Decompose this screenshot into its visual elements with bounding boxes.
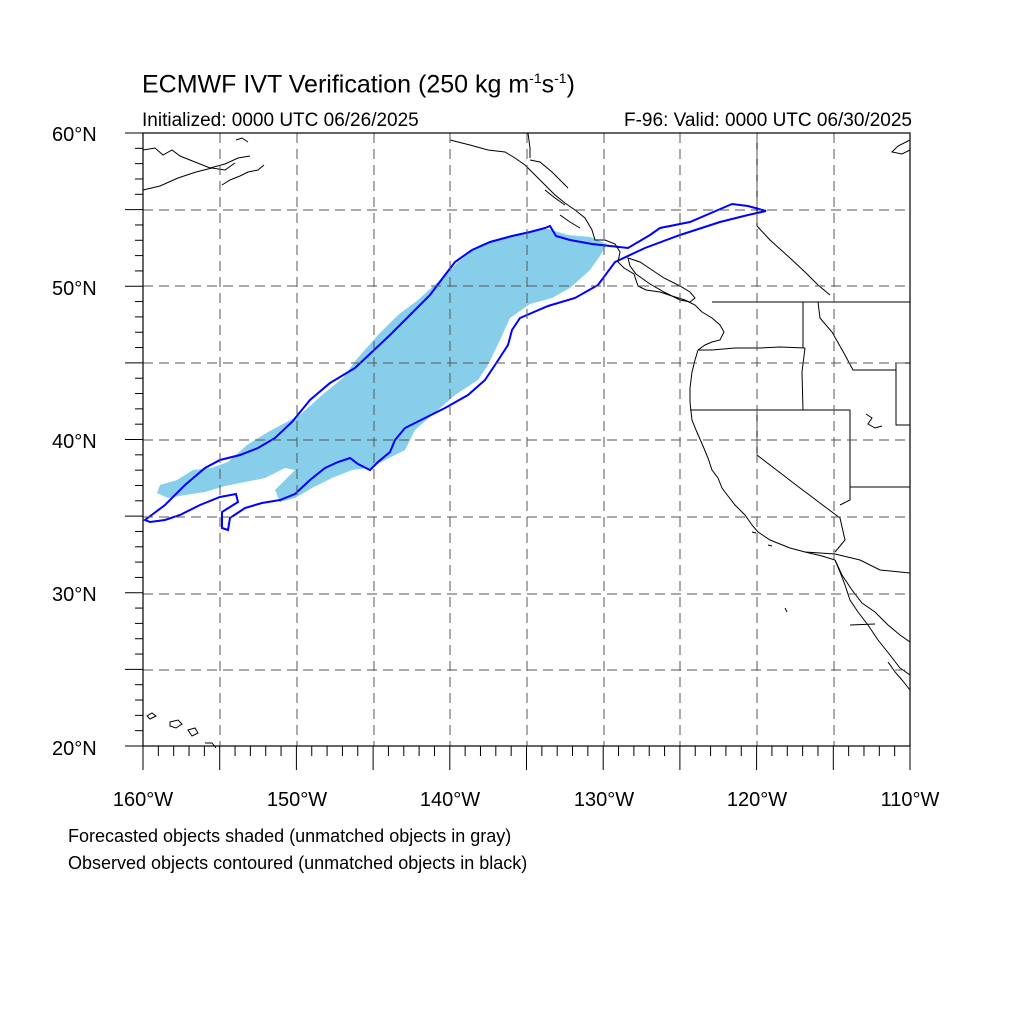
lon-label-160w: 160°W [113,789,173,811]
lat-label-60: 60°N [52,124,97,146]
lat-label-30: 30°N [52,584,97,606]
lon-labels: 160°W 150°W 140°W 130°W 120°W 110°W [113,789,940,811]
observed-note: Observed objects contoured (unmatched ob… [68,853,528,873]
political-borders [527,132,911,626]
lat-label-20: 20°N [52,738,97,760]
forecast-note: Forecasted objects shaded (unmatched obj… [68,826,512,846]
lon-label-140w: 140°W [420,789,480,811]
initialized-time: Initialized: 0000 UTC 06/26/2025 [142,110,419,131]
lon-label-150w: 150°W [267,789,327,811]
forecast-object-shading [157,229,607,502]
map-title: ECMWF IVT Verification (250 kg m-1s-1) [142,70,575,99]
lon-label-130w: 130°W [574,789,634,811]
lon-label-110w: 110°W [881,789,940,811]
lon-label-120w: 120°W [727,789,787,811]
valid-time: F-96: Valid: 0000 UTC 06/30/2025 [624,110,912,131]
coastlines [142,137,911,749]
lat-label-50: 50°N [52,278,97,300]
observed-object-contour [142,202,767,532]
lat-lon-grid [143,133,910,746]
lat-label-40: 40°N [52,431,97,453]
lat-labels: 20°N 30°N 40°N 50°N 60°N [52,124,97,760]
tick-marks [125,132,911,770]
